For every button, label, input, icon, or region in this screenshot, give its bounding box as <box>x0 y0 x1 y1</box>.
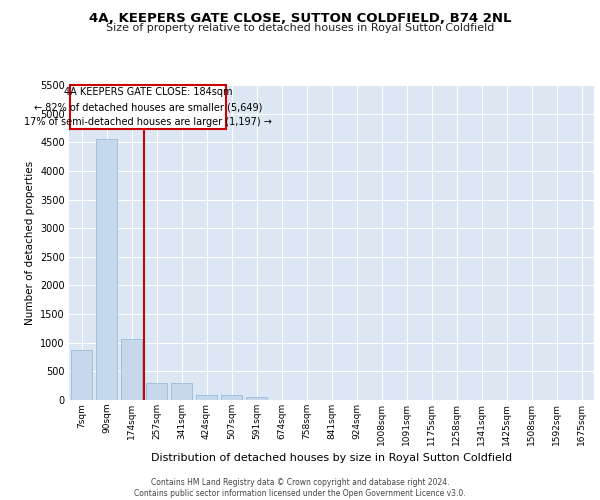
Bar <box>96 139 117 400</box>
Text: 4A, KEEPERS GATE CLOSE, SUTTON COLDFIELD, B74 2NL: 4A, KEEPERS GATE CLOSE, SUTTON COLDFIELD… <box>89 12 511 26</box>
Bar <box>121 340 142 400</box>
Bar <box>221 395 242 400</box>
X-axis label: Distribution of detached houses by size in Royal Sutton Coldfield: Distribution of detached houses by size … <box>151 453 512 463</box>
Bar <box>246 397 267 400</box>
Text: Size of property relative to detached houses in Royal Sutton Coldfield: Size of property relative to detached ho… <box>106 23 494 33</box>
Bar <box>146 384 167 400</box>
Bar <box>171 384 192 400</box>
Text: Contains HM Land Registry data © Crown copyright and database right 2024.
Contai: Contains HM Land Registry data © Crown c… <box>134 478 466 498</box>
Bar <box>71 350 92 400</box>
Y-axis label: Number of detached properties: Number of detached properties <box>25 160 35 324</box>
Bar <box>196 395 217 400</box>
Text: 4A KEEPERS GATE CLOSE: 184sqm
← 82% of detached houses are smaller (5,649)
17% o: 4A KEEPERS GATE CLOSE: 184sqm ← 82% of d… <box>24 87 272 127</box>
Bar <box>70 85 227 129</box>
